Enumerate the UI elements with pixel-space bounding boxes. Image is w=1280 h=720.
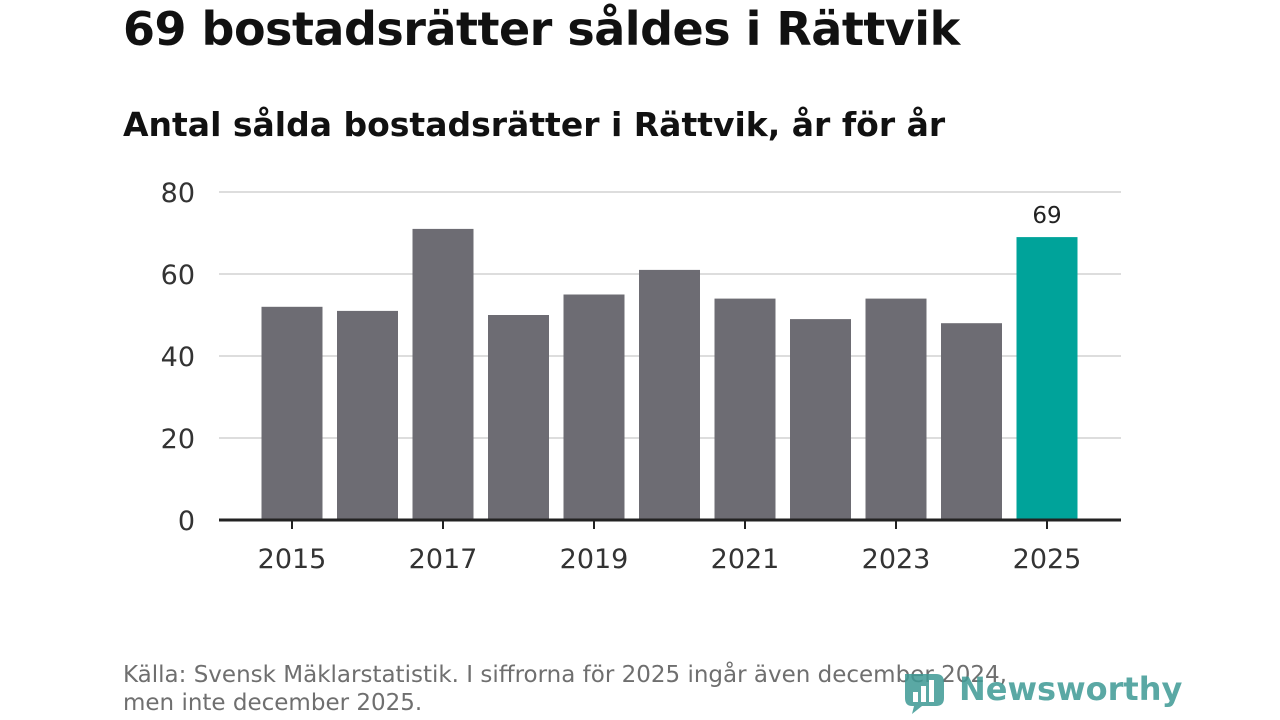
newsworthy-logo: Newsworthy xyxy=(902,668,1182,716)
bar-2025 xyxy=(1016,237,1078,520)
x-tick-label: 2025 xyxy=(1013,544,1082,575)
x-tick-label: 2017 xyxy=(409,544,478,575)
data-label: 69 xyxy=(1032,203,1061,229)
bars xyxy=(261,228,1078,520)
chart-title: 69 bostadsrätter såldes i Rättvik xyxy=(123,2,960,56)
bar-2016 xyxy=(337,310,398,520)
bar-2017 xyxy=(412,228,474,520)
x-tick-labels: 2015 2017 2019 2021 2023 2025 xyxy=(258,520,1082,575)
y-tick-label: 60 xyxy=(161,260,195,291)
bar-2022 xyxy=(790,319,851,520)
y-tick-label: 0 xyxy=(178,506,195,537)
source-line-2: men inte december 2025. xyxy=(123,690,423,716)
bar-2019 xyxy=(563,294,625,520)
bar-chart-icon xyxy=(905,674,944,714)
y-tick-labels: 0 20 40 60 80 xyxy=(161,178,195,537)
source-line-1: Källa: Svensk Mäklarstatistik. I siffror… xyxy=(123,662,1007,688)
bar-2021 xyxy=(714,298,776,520)
y-tick-label: 40 xyxy=(161,342,195,373)
bar-2018 xyxy=(488,315,549,520)
bar-2024 xyxy=(941,323,1002,520)
bar-2020 xyxy=(639,269,700,520)
y-tick-label: 20 xyxy=(161,424,195,455)
x-tick-label: 2021 xyxy=(711,544,780,575)
data-labels: 69 xyxy=(1032,203,1061,229)
bar-chart: 0 20 40 60 80 2015 2017 2019 2021 2023 2025 69 xyxy=(161,178,1121,575)
bar-2015 xyxy=(261,306,323,520)
x-tick-label: 2023 xyxy=(862,544,931,575)
chart-subtitle: Antal sålda bostadsrätter i Rättvik, år … xyxy=(123,105,946,144)
x-tick-label: 2019 xyxy=(560,544,629,575)
x-tick-label: 2015 xyxy=(258,544,327,575)
logo-text: Newsworthy xyxy=(959,670,1183,708)
y-tick-label: 80 xyxy=(161,178,195,209)
source-note: Källa: Svensk Mäklarstatistik. I siffror… xyxy=(123,661,1123,717)
bar-2023 xyxy=(865,298,927,520)
